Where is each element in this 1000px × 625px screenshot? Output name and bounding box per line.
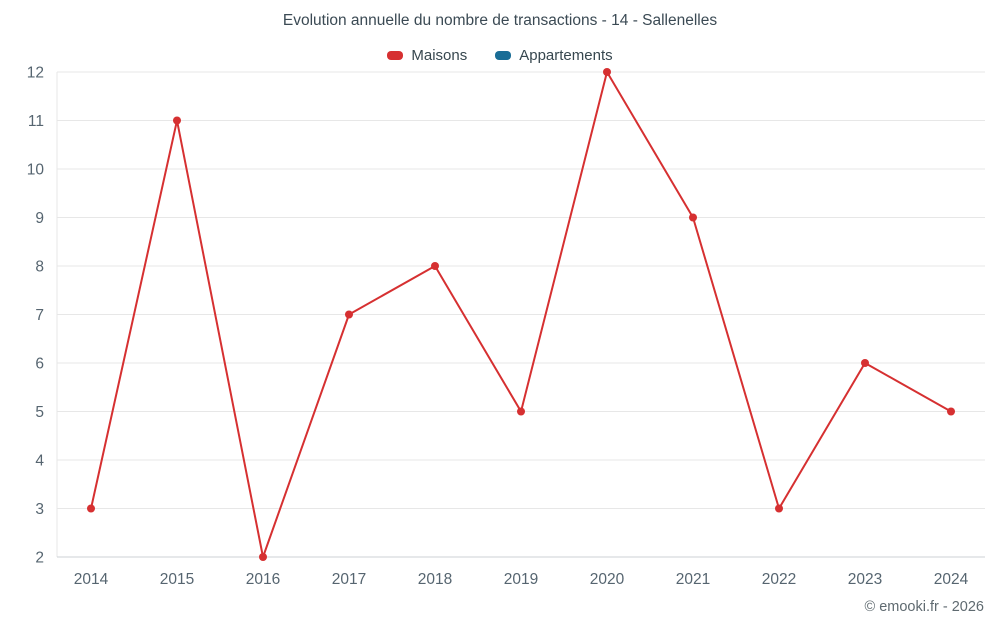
data-point	[517, 407, 525, 416]
legend-item-appartements[interactable]: Appartements	[495, 47, 613, 64]
chart-title: Evolution annuelle du nombre de transact…	[282, 12, 718, 29]
y-axis-labels: 2 3 4 5 6 7 8 9 10 11 12	[27, 64, 45, 566]
y-gridlines	[57, 71, 985, 558]
watermark: © emooki.fr - 2026	[864, 599, 984, 615]
x-tick-label: 2023	[848, 571, 882, 588]
y-tick-label: 2	[35, 549, 44, 566]
x-axis-labels: 2014 2015 2016 2017 2018 2019 2020 2021 2022 2023…	[74, 571, 969, 588]
legend-label-appartements: Appartements	[519, 47, 613, 64]
data-point	[345, 310, 353, 319]
y-tick-label: 12	[27, 64, 44, 81]
legend-label-maisons: Maisons	[411, 47, 468, 64]
y-tick-label: 6	[35, 355, 44, 372]
data-point	[861, 359, 869, 367]
data-point	[689, 213, 697, 222]
y-tick-label: 9	[35, 210, 44, 227]
x-tick-label: 2024	[934, 571, 969, 588]
data-point	[259, 553, 267, 561]
data-point	[431, 262, 439, 270]
y-tick-label: 5	[35, 404, 44, 421]
y-tick-label: 7	[35, 307, 44, 324]
legend-swatch-maisons	[387, 51, 404, 60]
x-tick-label: 2014	[74, 571, 109, 588]
data-point	[947, 407, 955, 416]
x-tick-label: 2017	[332, 571, 366, 588]
x-tick-label: 2020	[590, 571, 625, 588]
data-point	[87, 504, 95, 513]
x-tick-label: 2018	[418, 571, 452, 588]
legend-item-maisons[interactable]: Maisons	[387, 47, 467, 64]
y-tick-label: 10	[27, 161, 45, 178]
x-tick-label: 2019	[504, 571, 538, 588]
x-tick-label: 2016	[246, 571, 280, 588]
data-point	[775, 504, 783, 513]
x-tick-label: 2015	[160, 571, 194, 588]
legend-swatch-appartements	[495, 51, 512, 60]
chart-legend: Maisons Appartements	[0, 47, 1000, 64]
y-tick-label: 11	[28, 113, 44, 130]
data-point	[603, 68, 611, 76]
x-tick-label: 2021	[676, 571, 710, 588]
x-tick-label: 2022	[762, 571, 796, 588]
data-point	[173, 116, 181, 125]
y-tick-label: 4	[35, 452, 44, 469]
y-tick-label: 3	[35, 501, 44, 518]
y-tick-label: 8	[35, 258, 44, 275]
series-maisons	[87, 68, 955, 561]
